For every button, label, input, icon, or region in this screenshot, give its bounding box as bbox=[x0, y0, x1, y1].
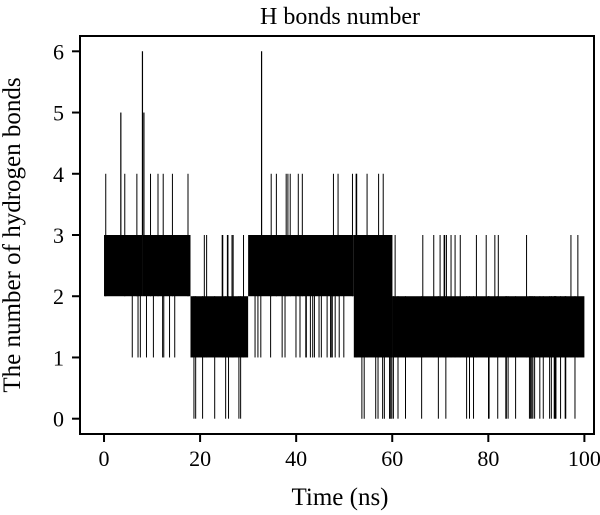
y-tick-label: 2 bbox=[53, 284, 64, 309]
y-tick-label: 5 bbox=[53, 101, 64, 126]
x-tick-label: 80 bbox=[477, 446, 499, 471]
y-tick-label: 0 bbox=[53, 407, 64, 432]
trace-band bbox=[353, 235, 393, 358]
y-tick-label: 3 bbox=[53, 223, 64, 248]
trace-band bbox=[142, 235, 191, 297]
x-axis-label: Time (ns) bbox=[291, 484, 388, 511]
x-tick-label: 20 bbox=[189, 446, 211, 471]
x-tick-label: 60 bbox=[381, 446, 403, 471]
y-axis: 0 1 2 3 4 5 6 bbox=[53, 39, 80, 432]
chart-title: H bonds number bbox=[260, 4, 420, 30]
data-trace bbox=[104, 51, 585, 419]
y-tick-label: 1 bbox=[53, 345, 64, 370]
y-axis-label: The number of hydrogen bonds bbox=[0, 77, 26, 392]
x-tick-label: 40 bbox=[285, 446, 307, 471]
trace-band bbox=[104, 235, 143, 297]
y-tick-label: 4 bbox=[53, 162, 64, 187]
x-tick-label: 0 bbox=[99, 446, 110, 471]
trace-band bbox=[248, 235, 354, 297]
x-axis: 0 20 40 60 80 100 bbox=[99, 434, 600, 471]
trace-band bbox=[190, 296, 249, 358]
x-tick-label: 100 bbox=[568, 446, 600, 471]
y-tick-label: 6 bbox=[53, 39, 64, 64]
